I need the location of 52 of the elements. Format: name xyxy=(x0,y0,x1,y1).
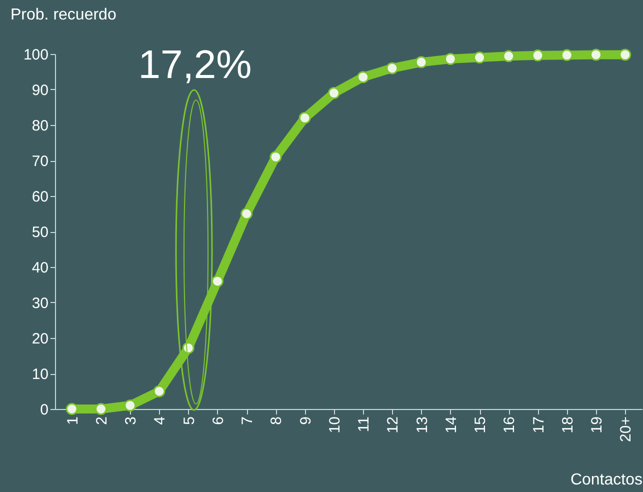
x-axis-title: Contactos xyxy=(570,472,642,488)
y-tick-label: 100 xyxy=(23,46,48,64)
point xyxy=(386,62,398,74)
y-tick-label: 80 xyxy=(32,118,48,134)
y-tick-label: 90 xyxy=(32,82,48,99)
y-tick-label: 0 xyxy=(40,402,48,418)
point xyxy=(153,385,166,398)
y-tick-label: 10 xyxy=(32,366,48,383)
point xyxy=(270,150,282,163)
point xyxy=(415,56,428,68)
x-tick-label: 9 xyxy=(297,416,314,425)
point xyxy=(560,49,573,62)
point xyxy=(619,48,632,61)
x-tick-label: 6 xyxy=(210,416,227,425)
point xyxy=(124,399,136,412)
point xyxy=(590,48,602,61)
annotation: 17,2% xyxy=(138,43,252,87)
x-tick-label: 14 xyxy=(442,416,460,434)
x-tick-label: 16 xyxy=(501,416,518,434)
x-tick-label: 15 xyxy=(472,416,490,434)
point xyxy=(328,87,340,100)
x-tick-label: 13 xyxy=(414,416,431,434)
point xyxy=(211,275,224,288)
x-tick-label: 1 xyxy=(64,416,82,425)
point xyxy=(66,403,78,415)
x-tick-label: 19 xyxy=(588,416,606,434)
x-tick-label: 3 xyxy=(122,416,140,425)
x-tick-label: 7 xyxy=(239,416,256,425)
x-tick-label: 8 xyxy=(268,416,286,425)
y-axis-title: Prob. recuerdo xyxy=(10,6,116,24)
point xyxy=(95,403,107,415)
point xyxy=(502,50,515,62)
y-tick-label: 20 xyxy=(32,330,48,348)
x-tick-label: 12 xyxy=(384,416,402,434)
x-tick-label: 11 xyxy=(356,416,373,432)
point xyxy=(240,208,253,220)
point xyxy=(532,49,544,62)
point xyxy=(357,71,370,84)
x-tick-label: 17 xyxy=(530,416,548,434)
point xyxy=(444,52,456,65)
x-tick-label: 20+ xyxy=(618,416,635,442)
point xyxy=(298,112,311,124)
y-tick-label: 30 xyxy=(32,295,48,312)
x-tick-label: 10 xyxy=(326,416,344,434)
y-tick-label: 60 xyxy=(32,188,48,206)
x-tick-label: 2 xyxy=(94,416,111,425)
x-tick-label: 4 xyxy=(152,416,169,425)
y-tick-label: 70 xyxy=(32,153,48,170)
y-tick-label: 50 xyxy=(32,224,48,241)
y-tick-label: 40 xyxy=(32,260,48,276)
x-tick-label: 18 xyxy=(559,416,576,434)
x-tick-label: 5 xyxy=(180,416,198,425)
